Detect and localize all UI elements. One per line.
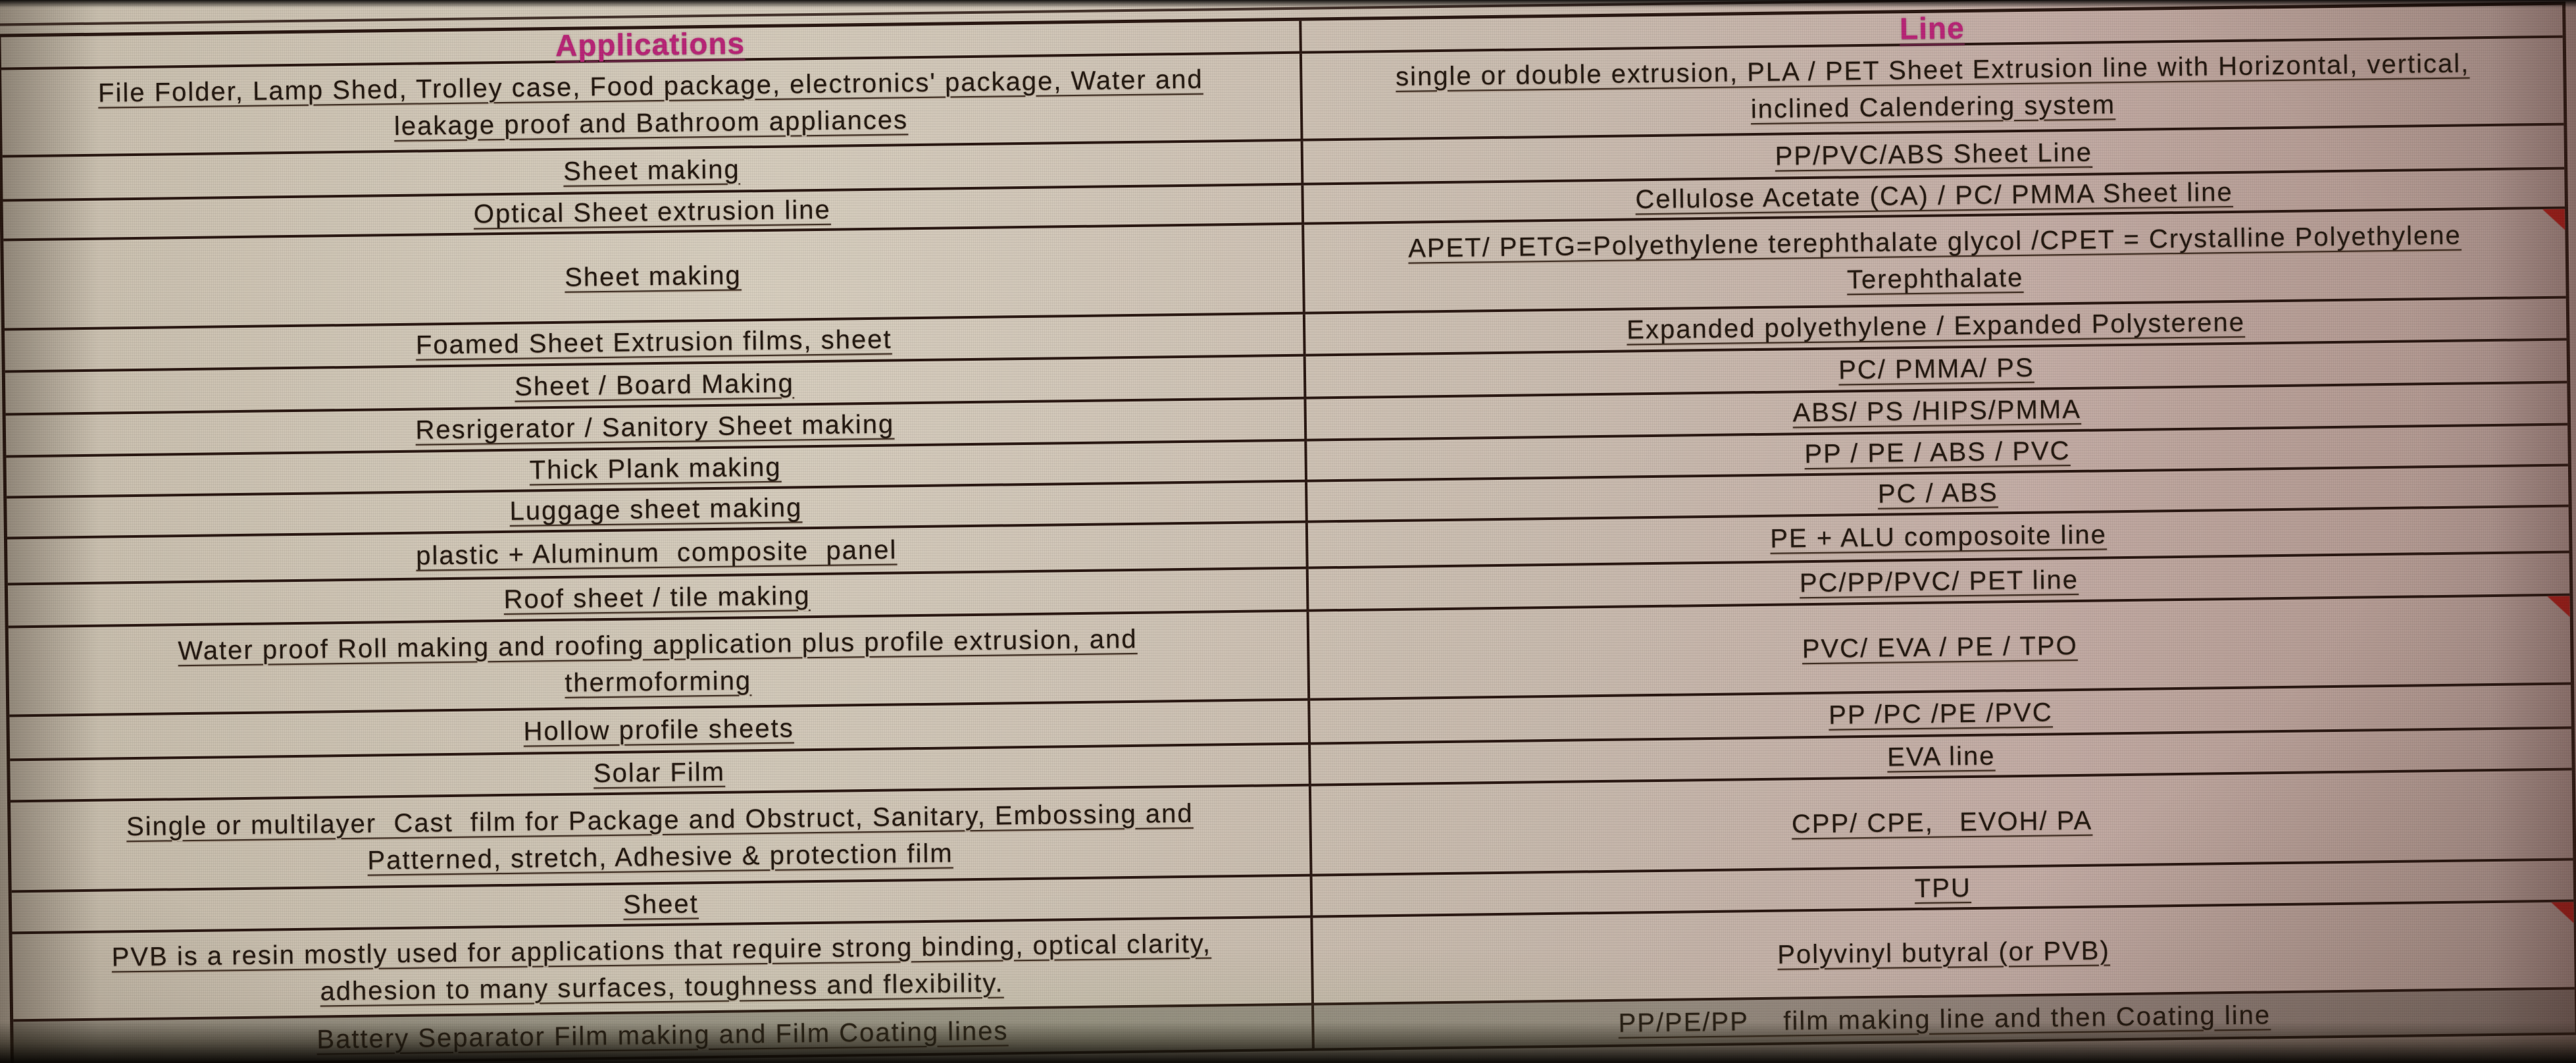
application-cell: Water proof Roll making and roofing appl… [8, 611, 1311, 717]
application-cell: Single or multilayer Cast film for Packa… [11, 786, 1313, 893]
line-cell: Polyvinyl butyral (or PVB) [1313, 902, 2575, 1006]
comment-indicator-icon [2551, 902, 2574, 923]
comment-indicator-icon [2547, 596, 2570, 617]
comment-indicator-icon [2542, 209, 2565, 231]
line-cell: single or double extrusion, PLA / PET Sh… [1301, 38, 2564, 142]
line-cell: APET/ PETG=Polyethylene terephthalate gl… [1304, 209, 2566, 315]
application-cell: File Folder, Lamp Shed, Trolley case, Fo… [1, 53, 1303, 158]
line-cell: CPP/ CPE, EVOH/ PA [1311, 770, 2573, 877]
line-cell: PVC/ EVA / PE / TPO [1309, 596, 2571, 701]
application-cell: PVB is a resin mostly used for applicati… [12, 918, 1314, 1022]
application-cell: Sheet making [3, 224, 1305, 331]
